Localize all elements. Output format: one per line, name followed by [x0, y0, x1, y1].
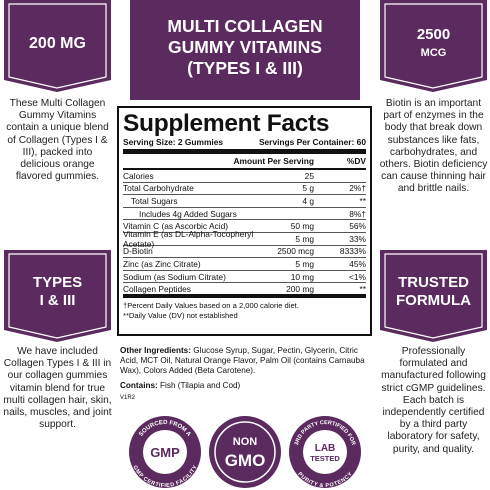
- badge-label: TYPES I & III: [4, 274, 111, 310]
- facts-dv: 33%: [349, 233, 366, 244]
- facts-amount: 2500 mcg: [277, 246, 314, 257]
- facts-amount: 50 mg: [290, 221, 314, 232]
- badge: [4, 0, 111, 92]
- facts-name: D-Biotin: [123, 246, 153, 257]
- title-line: MULTI COLLAGEN: [167, 16, 323, 36]
- facts-amount: 4 g: [302, 195, 314, 206]
- facts-name: Sodium (as Sodium Citrate): [123, 271, 226, 282]
- seal-text: GMP: [150, 445, 180, 460]
- facts-title: Supplement Facts: [123, 110, 330, 137]
- facts-dv: **: [359, 283, 366, 294]
- facts-row: Zinc (as Zinc Citrate) 5 mg 45%: [123, 258, 366, 271]
- badge-label: TRUSTED FORMULA: [380, 274, 487, 310]
- badge-line: TRUSTED: [398, 274, 469, 291]
- facts-dv: 8333%: [339, 246, 366, 257]
- dv-header: %DV: [346, 156, 366, 166]
- facts-amount: 5 mg: [295, 258, 314, 269]
- facts-name: Vitamin E (as DL-Alpha-Tocopheryl Acetat…: [123, 228, 254, 249]
- facts-row: Sodium (as Sodium Citrate) 10 mg <1%: [123, 271, 366, 284]
- facts-row: Collagen Peptides 200 mg **: [123, 283, 366, 299]
- facts-dv: 2%†: [349, 183, 366, 194]
- amount-header: Amount Per Serving: [233, 156, 314, 166]
- badge-label: 2500 MCG: [380, 26, 487, 62]
- ingredients: Other Ingredients: Glucose Syrup, Sugar,…: [120, 346, 372, 403]
- facts-amount: 25: [304, 170, 314, 181]
- footnote: **Daily Value (DV) not established: [123, 310, 238, 320]
- contains-text: Fish (Tilapia and Cod): [160, 381, 241, 390]
- facts-row: Total Sugars 4 g **: [123, 195, 366, 208]
- supplement-facts: Supplement Facts Serving Size: 2 Gummies…: [117, 106, 372, 336]
- badge: [380, 250, 487, 342]
- badge-line: TYPES: [32, 274, 83, 291]
- contains-label: Contains:: [120, 381, 158, 390]
- version-code: V1R2: [120, 395, 136, 401]
- facts-row: Total Carbohydrate 5 g 2%†: [123, 183, 366, 196]
- seal-gmp: GMP SOURCED FROM A GMP CERTIFIED FACILIT…: [129, 416, 201, 489]
- facts-row: D-Biotin 2500 mcg 8333%: [123, 246, 366, 259]
- side-text: These Multi Collagen Gummy Vitamins cont…: [6, 98, 109, 183]
- seal-non-gmo: NON GMO: [209, 416, 281, 488]
- facts-name: Collagen Peptides: [123, 283, 191, 294]
- seal-lab: LAB TESTED 3RD PARTY CERTIFIED FOR PURIT…: [289, 416, 361, 489]
- side-text: Professionally formulated and manufactur…: [381, 346, 486, 455]
- facts-name: Zinc (as Zinc Citrate): [123, 258, 201, 269]
- facts-dv: <1%: [349, 271, 366, 282]
- facts-amount: 5 g: [302, 183, 314, 194]
- facts-row: Includes 4g Added Sugars 8%†: [123, 208, 366, 221]
- facts-amount: 5 mg: [295, 233, 314, 244]
- facts-dv: 8%†: [349, 208, 366, 219]
- facts-name: Total Carbohydrate: [123, 183, 194, 194]
- facts-row: Vitamin C (as Ascorbic Acid) 50 mg 56%: [123, 220, 366, 233]
- badge-line: I & III: [39, 292, 76, 309]
- facts-name: Total Sugars: [131, 195, 178, 206]
- facts-amount: 10 mg: [290, 271, 314, 282]
- facts-row: Calories 25: [123, 170, 366, 183]
- facts-row: Vitamin E (as DL-Alpha-Tocopheryl Acetat…: [123, 229, 366, 249]
- facts-name: Calories: [123, 170, 154, 181]
- ingredients-text: Glucose Syrup, Sugar, Pectin, Glycerin, …: [120, 346, 365, 375]
- badge-line: 200 MG: [29, 35, 86, 52]
- badge-label: 200 MG: [4, 35, 111, 53]
- serving-size: Serving Size: 2 Gummies: [123, 137, 224, 147]
- title-banner: MULTI COLLAGEN GUMMY VITAMINS (TYPES I &…: [130, 0, 360, 100]
- footnote: †Percent Daily Values based on a 2,000 c…: [123, 301, 299, 311]
- facts-amount: 200 mg: [286, 283, 314, 294]
- badge-line: FORMULA: [396, 292, 471, 309]
- seal-text: NON: [233, 436, 258, 448]
- side-text: Biotin is an important part of enzymes i…: [379, 98, 488, 195]
- badge: [380, 0, 487, 92]
- seal-text: LAB: [315, 443, 336, 454]
- badge-line: 2500: [416, 26, 451, 43]
- title-line: (TYPES I & III): [187, 58, 303, 78]
- facts-dv: **: [359, 195, 366, 206]
- seal-text: TESTED: [310, 454, 340, 463]
- facts-dv: 45%: [349, 258, 366, 269]
- seal-text: GMO: [225, 451, 266, 470]
- ingredients-label: Other Ingredients:: [120, 346, 191, 355]
- title-line: GUMMY VITAMINS: [168, 37, 322, 57]
- facts-dv: 56%: [349, 221, 366, 232]
- badge-line: MCG: [420, 47, 447, 59]
- side-text: We have included Collagen Types I & III …: [3, 346, 112, 431]
- servings: Servings Per Container: 60: [258, 137, 366, 147]
- badge: [4, 250, 111, 342]
- facts-name: Vitamin C (as Ascorbic Acid): [123, 221, 229, 232]
- facts-name: Includes 4g Added Sugars: [139, 208, 237, 219]
